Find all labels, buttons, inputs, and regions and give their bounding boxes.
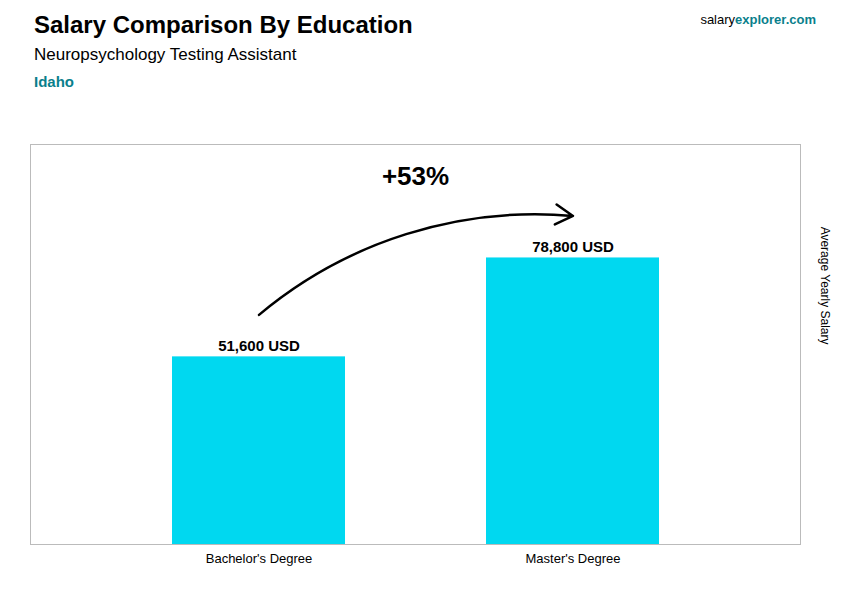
svg-text:Bachelor's Degree: Bachelor's Degree	[206, 551, 313, 566]
svg-text:51,600 USD: 51,600 USD	[218, 337, 300, 354]
html-text:salary explorer.com: salary explorer.com	[700, 12, 816, 27]
html-text:Idaho: Idaho	[34, 73, 74, 90]
svg-text:+53%: +53%	[382, 161, 449, 191]
svg-text:Average Yearly Salary: Average Yearly Salary	[818, 227, 832, 345]
html-text:Neuropsychology Testing Assist: Neuropsychology Testing Assistant	[34, 45, 297, 64]
html-text:Salary Comparison By Education: Salary Comparison By Education	[34, 11, 413, 38]
svg-text:78,800 USD: 78,800 USD	[532, 238, 614, 255]
svg-text:Master's Degree: Master's Degree	[526, 551, 621, 566]
